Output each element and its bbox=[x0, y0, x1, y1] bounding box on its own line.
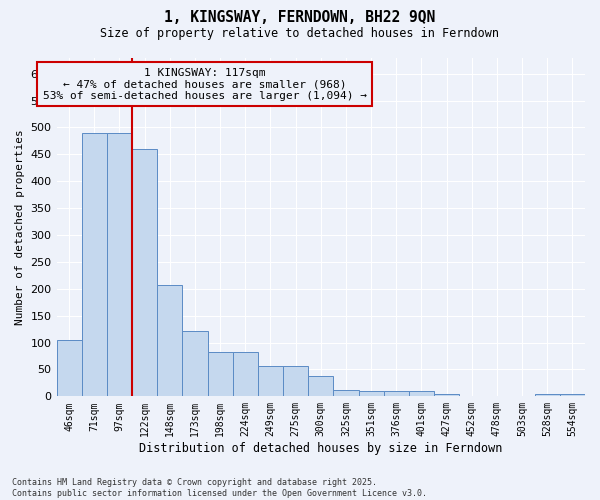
Bar bbox=[258, 366, 283, 396]
Bar bbox=[359, 391, 383, 396]
Bar bbox=[56, 340, 82, 396]
Bar bbox=[535, 394, 560, 396]
Bar bbox=[383, 391, 409, 396]
Bar bbox=[182, 330, 208, 396]
Bar bbox=[82, 133, 107, 396]
Bar bbox=[107, 133, 132, 396]
Text: 1, KINGSWAY, FERNDOWN, BH22 9QN: 1, KINGSWAY, FERNDOWN, BH22 9QN bbox=[164, 10, 436, 25]
Bar bbox=[283, 366, 308, 396]
Text: Size of property relative to detached houses in Ferndown: Size of property relative to detached ho… bbox=[101, 28, 499, 40]
Bar bbox=[308, 376, 334, 396]
Bar bbox=[132, 149, 157, 396]
Bar bbox=[334, 390, 359, 396]
Bar bbox=[560, 394, 585, 396]
Bar bbox=[233, 352, 258, 397]
Bar bbox=[409, 391, 434, 396]
Text: 1 KINGSWAY: 117sqm
← 47% of detached houses are smaller (968)
53% of semi-detach: 1 KINGSWAY: 117sqm ← 47% of detached hou… bbox=[43, 68, 367, 101]
Bar bbox=[157, 285, 182, 397]
Text: Contains HM Land Registry data © Crown copyright and database right 2025.
Contai: Contains HM Land Registry data © Crown c… bbox=[12, 478, 427, 498]
Y-axis label: Number of detached properties: Number of detached properties bbox=[15, 129, 25, 325]
Bar bbox=[208, 352, 233, 397]
X-axis label: Distribution of detached houses by size in Ferndown: Distribution of detached houses by size … bbox=[139, 442, 502, 455]
Bar bbox=[434, 394, 459, 396]
